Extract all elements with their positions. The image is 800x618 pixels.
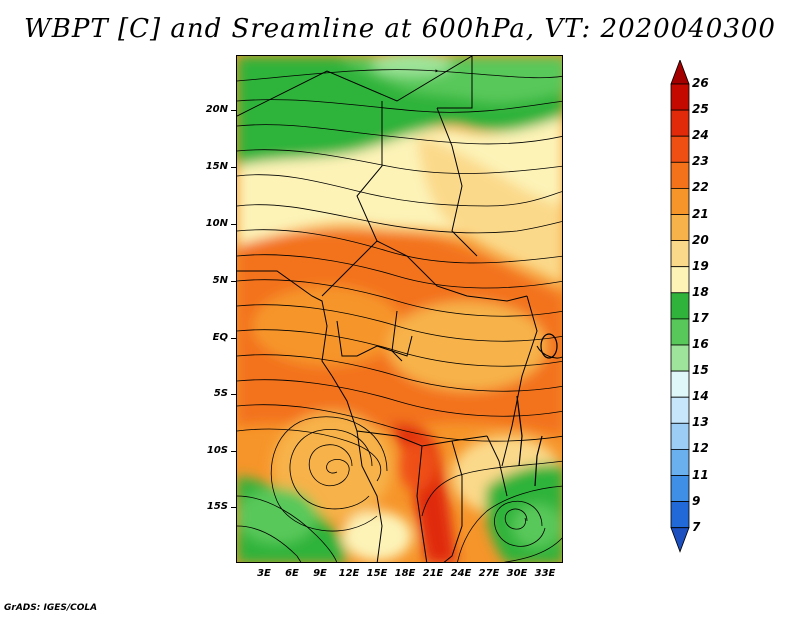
lon-label-27e: 27E [478, 568, 500, 579]
streamlines [237, 69, 562, 562]
lat-label-eq: EQ [212, 332, 228, 343]
lat-tick [231, 507, 236, 508]
colorbar-swatch [670, 266, 690, 294]
colorbar-label: 7 [692, 519, 701, 534]
colorbar-label: 18 [692, 284, 709, 299]
colorbar-swatch [670, 344, 690, 372]
political-borders [237, 56, 562, 562]
colorbar-swatch [670, 240, 690, 268]
lat-label-15s: 15S [206, 501, 228, 512]
colorbar-swatch [670, 318, 690, 346]
footer-credit: GrADS: IGES/COLA [4, 603, 98, 613]
lon-label-15e: 15E [366, 568, 388, 579]
lon-label-6e: 6E [285, 568, 299, 579]
colorbar-swatch [670, 109, 690, 137]
colorbar-label: 13 [692, 415, 709, 430]
colorbar-min-arrow [670, 527, 690, 553]
lon-label-3e: 3E [257, 568, 271, 579]
colorbar-swatch [670, 83, 690, 111]
colorbar-swatch [670, 292, 690, 320]
colorbar-label: 24 [692, 128, 709, 143]
lat-tick [231, 167, 236, 168]
colorbar-label: 25 [692, 102, 709, 117]
lat-tick [231, 224, 236, 225]
colorbar-label: 15 [692, 363, 709, 378]
map-title: WBPT [C] and Sreamline at 600hPa, VT: 20… [24, 14, 776, 44]
colorbar-label: 19 [692, 258, 709, 273]
colorbar-label: 23 [692, 154, 709, 169]
colorbar-max-arrow [670, 60, 690, 85]
great-lakes [516, 333, 558, 487]
wbpt-shading [237, 56, 562, 562]
colorbar-label: 17 [692, 310, 709, 325]
colorbar-label: 16 [692, 337, 709, 351]
colorbar-swatch [670, 422, 690, 450]
colorbar-swatch [670, 370, 690, 398]
lon-label-21e: 21E [422, 568, 444, 579]
colorbar-label: 9 [692, 493, 701, 508]
map-panel [236, 55, 563, 563]
colorbar-label: 12 [692, 441, 709, 456]
colorbar-swatch [670, 475, 690, 503]
colorbar-swatch [670, 214, 690, 242]
colorbar-label: 26 [692, 76, 709, 90]
lat-tick [231, 281, 236, 282]
colorbar-swatch [670, 501, 690, 529]
lat-tick [231, 110, 236, 111]
lon-label-9e: 9E [313, 568, 327, 579]
lon-label-30e: 30E [506, 568, 528, 579]
colorbar-label: 21 [692, 206, 709, 221]
lat-label-20n: 20N [205, 104, 228, 115]
colorbar-label: 22 [692, 180, 709, 195]
lon-label-24e: 24E [450, 568, 472, 579]
colorbar-label: 20 [692, 232, 709, 247]
colorbar-swatch [670, 187, 690, 215]
colorbar [670, 60, 690, 553]
lat-tick [231, 451, 236, 452]
lat-label-5s: 5S [213, 388, 228, 399]
colorbar-swatch [670, 135, 690, 163]
lat-label-5n: 5N [212, 275, 228, 286]
map-svg [237, 56, 562, 562]
lon-label-33e: 33E [534, 568, 556, 579]
lat-label-10s: 10S [206, 445, 228, 456]
lat-tick [231, 338, 236, 339]
colorbar-swatch [670, 161, 690, 189]
colorbar-label: 14 [692, 389, 709, 404]
colorbar-label: 11 [692, 467, 709, 482]
lat-tick [231, 394, 236, 395]
lat-label-15n: 15N [205, 161, 228, 172]
lat-label-10n: 10N [205, 218, 228, 229]
lon-label-18e: 18E [394, 568, 416, 579]
colorbar-swatch [670, 448, 690, 476]
lon-label-12e: 12E [338, 568, 360, 579]
colorbar-swatch [670, 396, 690, 424]
